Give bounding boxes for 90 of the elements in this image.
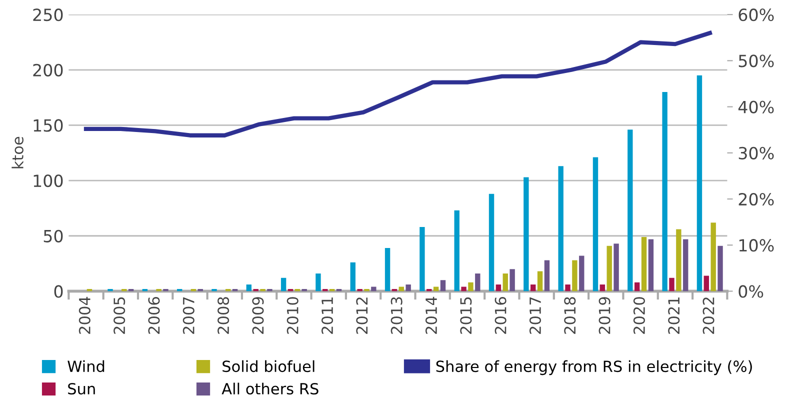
bar (718, 246, 723, 292)
x-tick-label: 2019 (598, 297, 610, 334)
y-axis-title: ktoe (12, 136, 24, 168)
y2-tick-label: 30% (738, 146, 774, 160)
bar (648, 239, 654, 292)
x-tick-label: 2008 (218, 297, 230, 334)
bar (710, 222, 716, 292)
bar (350, 262, 356, 292)
bar (565, 284, 570, 292)
legend-label: Share of energy from RS in electricity (%) (436, 360, 752, 376)
x-tick-label: 2021 (668, 297, 680, 334)
line-series (84, 30, 712, 138)
legend-label: All others RS (222, 382, 318, 395)
bar (544, 260, 550, 292)
x-tick-label: 2009 (252, 297, 264, 334)
x-tick-label: 2006 (148, 297, 160, 334)
bar (704, 276, 710, 292)
bar (634, 282, 640, 292)
bar (253, 288, 258, 292)
y-tick-label: 0 (54, 285, 63, 298)
x-tick-label: 2020 (633, 297, 645, 334)
x-tick-label: 2010 (286, 297, 298, 334)
bar (524, 177, 529, 292)
y-tick-label: 50 (44, 230, 63, 242)
bar (280, 278, 286, 292)
x-tick-label: 2017 (529, 297, 542, 334)
bar (406, 284, 411, 292)
bar (316, 273, 321, 292)
bar (614, 244, 619, 292)
bar (212, 288, 217, 292)
y2-tick-label: 60% (738, 8, 774, 22)
x-tick-label: 2011 (322, 297, 334, 334)
x-tick-label: 2004 (78, 296, 90, 334)
legend-label: Wind (68, 360, 104, 372)
bar (156, 288, 162, 292)
bar (696, 75, 702, 292)
y-tick-label: 100 (34, 174, 63, 188)
bar (496, 284, 502, 292)
bar (357, 288, 362, 292)
bar (267, 288, 272, 292)
bar (475, 273, 480, 292)
legend-label: Solid biofuel (222, 360, 314, 372)
bar (628, 130, 633, 292)
bar (592, 157, 598, 292)
bar (322, 288, 328, 292)
bar (488, 194, 494, 292)
x-tick-label: 2018 (564, 297, 576, 334)
x-tick-label: 2013 (390, 297, 402, 334)
bar (461, 286, 466, 292)
y-tick-label: 200 (33, 64, 63, 76)
bar (537, 271, 543, 292)
x-tick-label: 2016 (494, 297, 506, 334)
bar (260, 288, 266, 292)
bar (246, 284, 252, 292)
bar (384, 248, 390, 292)
bar (364, 288, 370, 292)
bar (502, 273, 508, 292)
bar (600, 284, 606, 292)
x-tick-label: 2022 (702, 298, 714, 334)
x-tick-label: 2007 (182, 297, 194, 334)
y2-tick-label: 10% (739, 239, 774, 252)
bar (606, 246, 612, 292)
legend-label: Sun (68, 382, 95, 395)
bar (669, 278, 674, 292)
y-tick-label: 250 (33, 8, 63, 22)
y-tick-label: 150 (34, 119, 63, 132)
bar (420, 227, 425, 292)
bar (683, 239, 688, 292)
bar (454, 210, 460, 292)
bar (108, 288, 113, 292)
x-tick-label: 2012 (356, 298, 368, 334)
bar (468, 282, 474, 292)
bar (641, 236, 647, 292)
bar (676, 229, 682, 292)
bar (579, 256, 584, 292)
bar (662, 92, 668, 292)
y2-tick-label: 20% (738, 192, 774, 206)
bar (572, 260, 578, 292)
x-tick-label: 2015 (460, 297, 472, 334)
bar (510, 269, 515, 292)
x-tick-label: 2014 (425, 296, 438, 334)
y2-tick-label: 50% (738, 54, 774, 68)
bar (558, 166, 564, 292)
y2-tick-label: 40% (738, 100, 774, 114)
bar (371, 286, 376, 292)
y2-tick-label: 0% (738, 285, 764, 298)
bar (440, 280, 446, 292)
bar (530, 284, 536, 292)
bar (163, 288, 168, 292)
x-tick-label: 2005 (114, 297, 126, 334)
